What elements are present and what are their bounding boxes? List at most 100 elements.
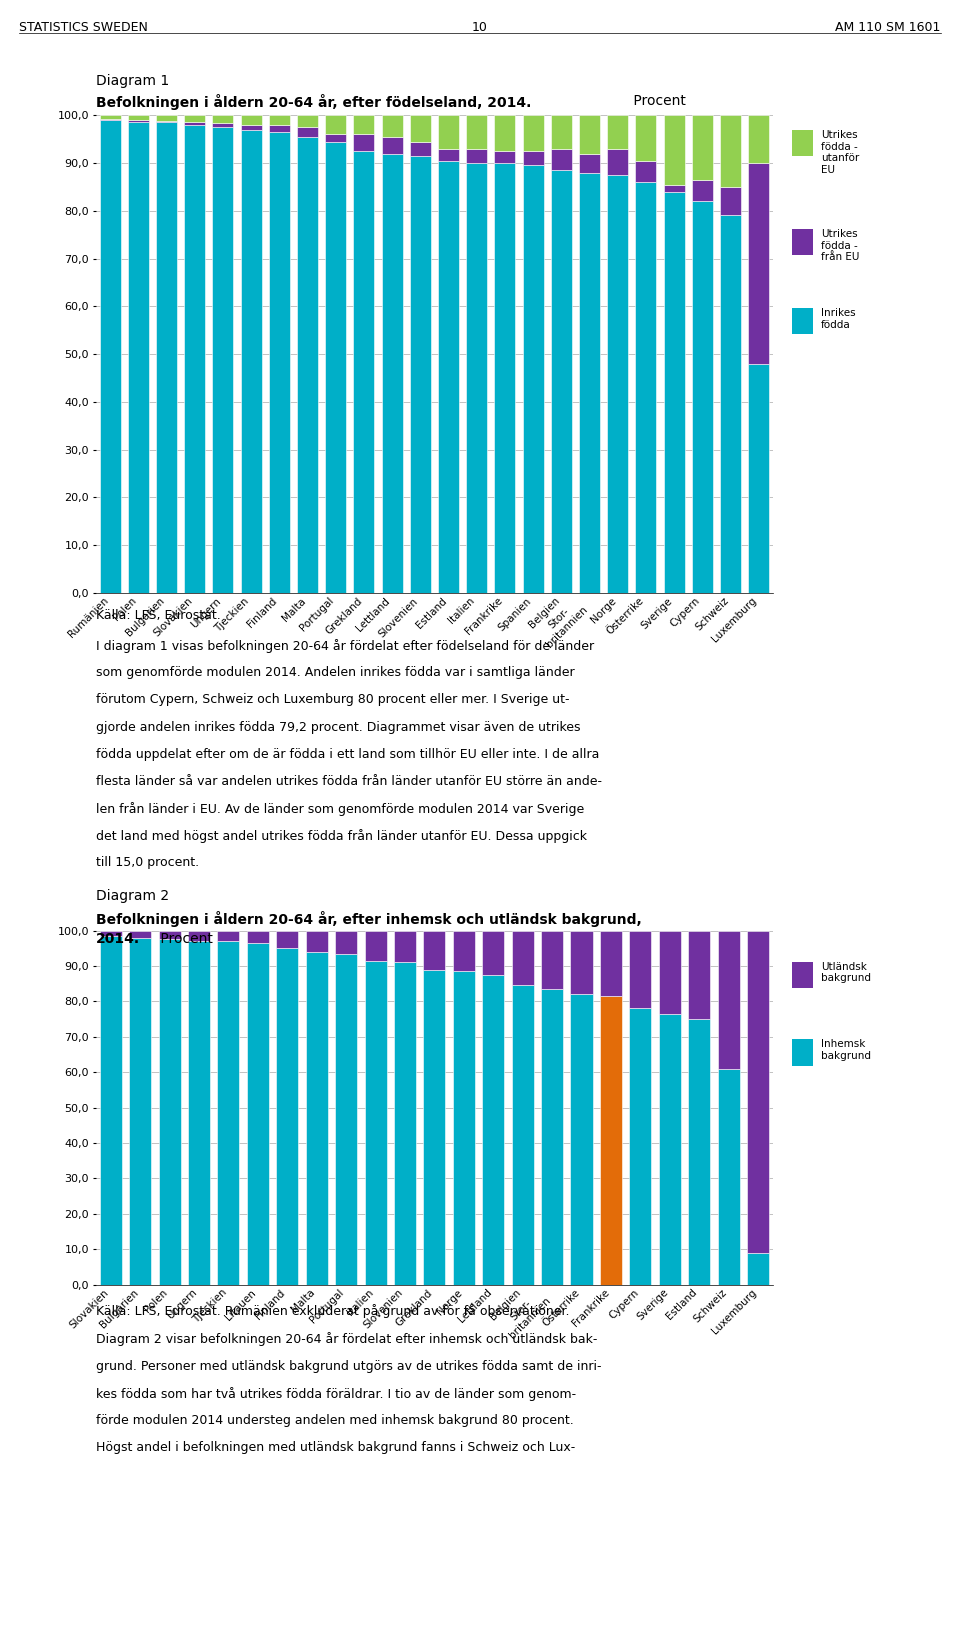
Bar xyxy=(494,115,516,152)
Bar xyxy=(692,180,713,201)
Text: Högst andel i befolkningen med utländsk bakgrund fanns i Schweiz och Lux-: Högst andel i befolkningen med utländsk … xyxy=(96,1441,575,1454)
Bar xyxy=(600,931,622,996)
Bar xyxy=(297,115,318,127)
Bar xyxy=(748,163,769,364)
Bar xyxy=(188,940,210,1285)
Bar xyxy=(748,115,769,163)
Bar xyxy=(692,115,713,180)
Text: det land med högst andel utrikes födda från länder utanför EU. Dessa uppgick: det land med högst andel utrikes födda f… xyxy=(96,828,587,843)
Text: grund. Personer med utländsk bakgrund utgörs av de utrikes födda samt de inri-: grund. Personer med utländsk bakgrund ut… xyxy=(96,1360,602,1372)
Bar xyxy=(522,165,543,593)
Bar xyxy=(636,115,657,161)
Bar xyxy=(353,135,374,152)
Text: till 15,0 procent.: till 15,0 procent. xyxy=(96,856,199,870)
Bar xyxy=(156,115,177,120)
Bar xyxy=(663,184,684,191)
Bar xyxy=(482,975,504,1285)
Bar xyxy=(551,148,572,170)
Bar xyxy=(276,949,299,1285)
Bar xyxy=(720,188,741,214)
Bar xyxy=(541,988,564,1285)
Text: Diagram 2: Diagram 2 xyxy=(96,889,169,904)
Bar xyxy=(325,135,347,142)
Text: STATISTICS SWEDEN: STATISTICS SWEDEN xyxy=(19,21,148,35)
Bar xyxy=(747,931,769,1253)
Bar xyxy=(269,115,290,125)
Text: födda uppdelat efter om de är födda i ett land som tillhör EU eller inte. I de a: födda uppdelat efter om de är födda i et… xyxy=(96,748,599,761)
Text: förutom Cypern, Schweiz och Luxemburg 80 procent eller mer. I Sverige ut-: förutom Cypern, Schweiz och Luxemburg 80… xyxy=(96,693,569,707)
Bar xyxy=(438,161,459,593)
Bar xyxy=(305,931,327,952)
Bar xyxy=(630,1008,652,1285)
Bar xyxy=(659,931,681,1015)
Bar xyxy=(184,122,205,125)
Bar xyxy=(365,931,387,960)
Bar xyxy=(276,931,299,949)
Bar xyxy=(607,115,628,148)
Bar xyxy=(688,931,710,1019)
Bar xyxy=(423,970,445,1285)
Bar xyxy=(570,995,592,1285)
Text: flesta länder så var andelen utrikes födda från länder utanför EU större än ande: flesta länder så var andelen utrikes föd… xyxy=(96,774,602,787)
Bar xyxy=(297,137,318,593)
Bar xyxy=(381,115,402,137)
Text: 10: 10 xyxy=(472,21,488,35)
Bar xyxy=(570,931,592,995)
Bar xyxy=(494,163,516,593)
Bar xyxy=(365,960,387,1285)
Bar xyxy=(423,931,445,970)
Bar xyxy=(128,120,149,122)
Bar xyxy=(482,931,504,975)
Text: Diagram 1: Diagram 1 xyxy=(96,74,169,89)
Bar xyxy=(607,148,628,175)
Bar xyxy=(453,931,475,972)
Bar xyxy=(494,152,516,163)
Bar xyxy=(467,148,488,163)
Bar xyxy=(438,115,459,148)
Bar xyxy=(184,115,205,122)
Bar xyxy=(410,156,431,593)
Bar xyxy=(467,163,488,593)
Bar xyxy=(241,125,262,130)
Bar xyxy=(269,125,290,132)
Bar xyxy=(551,115,572,148)
Bar xyxy=(325,115,347,135)
Bar xyxy=(212,124,233,127)
Bar xyxy=(636,161,657,183)
Bar xyxy=(453,972,475,1285)
Bar xyxy=(335,954,357,1285)
Bar xyxy=(212,115,233,124)
Bar xyxy=(217,931,239,940)
Bar xyxy=(129,931,151,937)
Bar xyxy=(212,127,233,593)
Bar xyxy=(297,127,318,137)
Bar xyxy=(241,115,262,125)
Bar xyxy=(156,122,177,593)
Bar xyxy=(636,183,657,593)
Bar xyxy=(188,931,210,940)
Bar xyxy=(353,152,374,593)
Bar xyxy=(522,152,543,165)
Bar xyxy=(247,931,269,944)
Bar xyxy=(541,931,564,988)
Text: Källa: LFS, Eurostat.: Källa: LFS, Eurostat. xyxy=(96,609,221,623)
Bar xyxy=(128,115,149,120)
Text: gjorde andelen inrikes födda 79,2 procent. Diagrammet visar även de utrikes: gjorde andelen inrikes födda 79,2 procen… xyxy=(96,720,581,733)
Bar xyxy=(512,985,534,1285)
Bar xyxy=(381,153,402,593)
Text: Procent: Procent xyxy=(629,94,685,109)
Bar xyxy=(607,175,628,593)
Text: Utländsk
bakgrund: Utländsk bakgrund xyxy=(821,962,871,983)
Bar xyxy=(688,1019,710,1285)
Bar xyxy=(158,939,180,1285)
Bar xyxy=(512,931,534,985)
Bar xyxy=(748,364,769,593)
Bar xyxy=(720,214,741,593)
Bar xyxy=(579,173,600,593)
Bar xyxy=(438,148,459,161)
Text: Utrikes
födda -
utanför
EU: Utrikes födda - utanför EU xyxy=(821,130,859,175)
Bar xyxy=(692,201,713,593)
Bar xyxy=(663,191,684,593)
Bar xyxy=(100,931,122,935)
Text: len från länder i EU. Av de länder som genomförde modulen 2014 var Sverige: len från länder i EU. Av de länder som g… xyxy=(96,802,585,815)
